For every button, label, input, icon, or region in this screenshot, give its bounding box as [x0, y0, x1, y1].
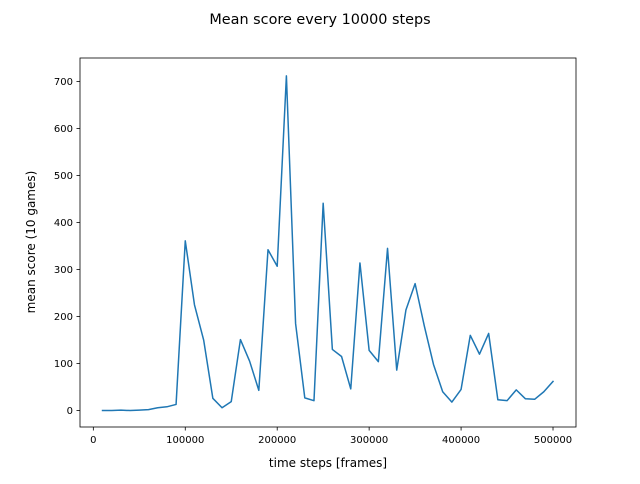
axes-frame	[79, 57, 577, 428]
y-axis-label: mean score (10 games)	[24, 171, 38, 314]
y-tick-label: 600	[54, 124, 73, 135]
y-tick-label: 400	[54, 218, 73, 229]
x-axis-label: time steps [frames]	[269, 456, 387, 470]
x-tick-label: 500000	[534, 435, 572, 446]
y-tick-label: 500	[54, 171, 73, 182]
x-tick-label: 100000	[166, 435, 204, 446]
y-tick-label: 300	[54, 265, 73, 276]
plot-area: 0 100000 200000 300000 400000 500000 0 100 200 30…	[54, 57, 577, 446]
x-tick-label: 400000	[442, 435, 480, 446]
x-tick-label: 300000	[350, 435, 388, 446]
y-tick-label: 200	[54, 312, 73, 323]
y-tick-label: 700	[54, 77, 73, 88]
y-tick-label: 100	[54, 359, 73, 370]
y-tick-label: 0	[67, 406, 73, 417]
series-line-0	[101, 75, 555, 412]
chart-title: Mean score every 10000 steps	[209, 12, 430, 28]
x-tick-label: 200000	[258, 435, 296, 446]
x-tick-label: 0	[90, 435, 96, 446]
